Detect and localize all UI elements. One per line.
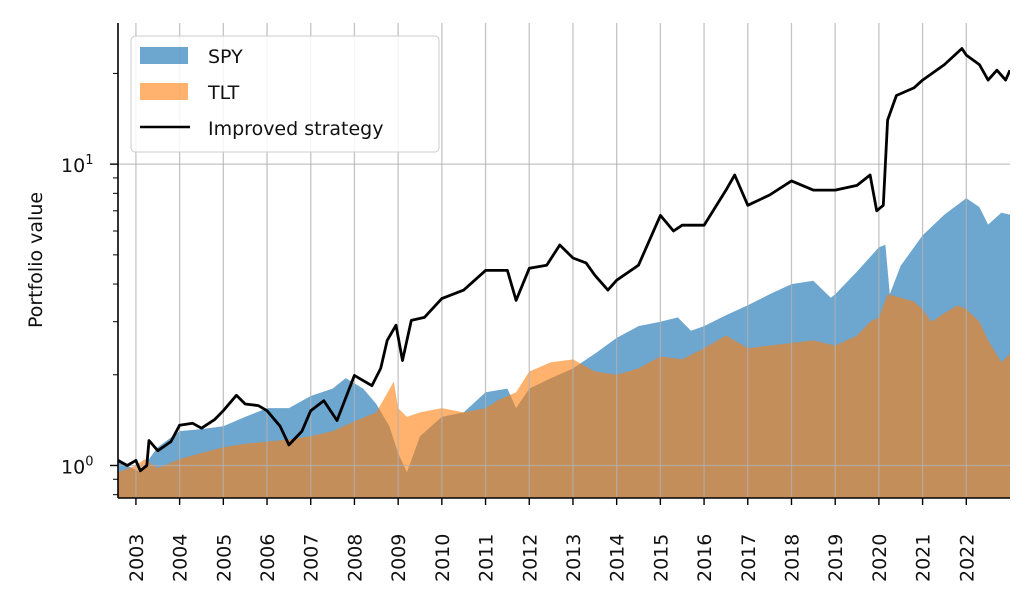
legend-label-tlt: TLT [207,82,240,104]
x-tick-label: 2004 [170,534,192,582]
line-series [118,47,1010,473]
x-tick-label: 2019 [825,534,847,582]
x-tick-label: 2016 [694,534,716,582]
y-tick-base: 10 [61,456,85,478]
legend-label-spy: SPY [208,46,243,68]
x-tick-label: 2007 [301,534,323,582]
legend-swatch-spy [140,47,188,64]
x-tick-label: 2020 [869,534,891,582]
y-axis-label: Portfolio value [25,192,47,328]
x-tick-label: 2009 [388,534,410,582]
x-ticks: 2003 2004 2005 2006 2007 2008 2009 2010 2011 2012… [126,498,978,582]
x-tick-label: 2013 [563,534,585,582]
x-tick-label: 2006 [257,534,279,582]
x-tick-label: 2018 [781,534,803,582]
y-tick-label: 101 [61,153,93,177]
line-improved-strategy [118,47,1010,473]
x-tick-label: 2010 [432,534,454,582]
x-tick-label: 2015 [650,534,672,582]
x-tick-label: 2011 [476,534,498,582]
y-tick-exponent: 1 [85,153,93,168]
y-tick-label: 100 [61,454,93,478]
x-tick-label: 2021 [913,534,935,582]
y-tick-exponent: 0 [85,454,93,469]
legend-swatch-tlt [140,83,188,100]
x-tick-label: 2005 [213,534,235,582]
y-tick-base: 10 [61,155,85,177]
legend: SPY TLT Improved strategy [130,35,440,153]
x-tick-label: 2012 [519,534,541,582]
x-tick-label: 2003 [126,534,148,582]
x-tick-label: 2017 [738,534,760,582]
legend-label-strategy: Improved strategy [208,118,383,140]
x-tick-label: 2008 [344,534,366,582]
area-series [118,23,1010,498]
area-tlt [118,294,1010,498]
x-tick-label: 2014 [607,534,629,582]
x-tick-label: 2022 [956,534,978,582]
legend-box [130,35,440,153]
